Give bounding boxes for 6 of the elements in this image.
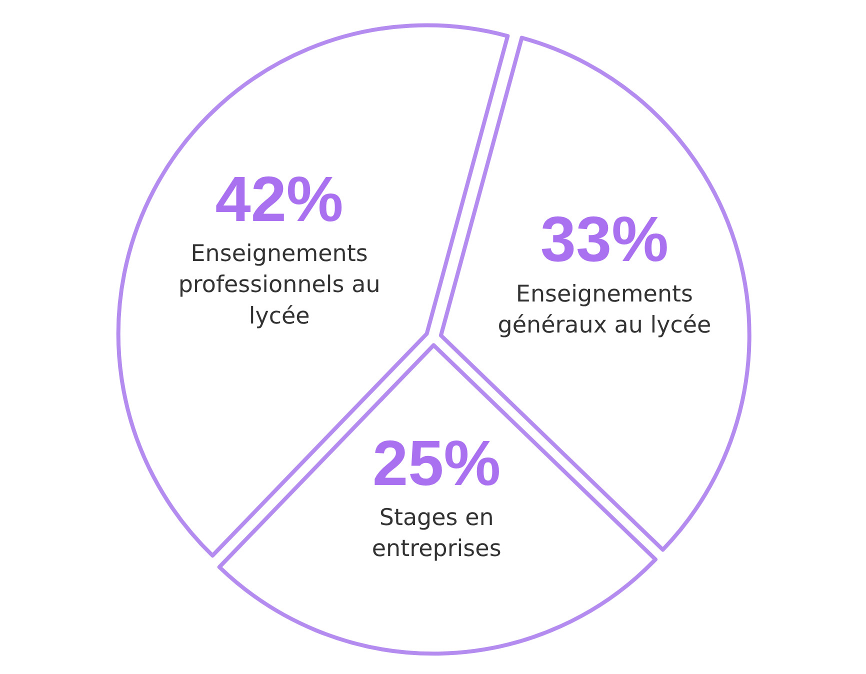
data-label: 33% bbox=[540, 203, 669, 276]
data-label: 25% bbox=[372, 426, 501, 499]
slice-label: Stages en entreprises bbox=[372, 505, 502, 562]
slice-label: Enseignements généraux au lycée bbox=[498, 281, 712, 339]
data-label: 42% bbox=[215, 162, 344, 235]
slice-label: Enseignements professionnels au lycée bbox=[178, 240, 380, 330]
